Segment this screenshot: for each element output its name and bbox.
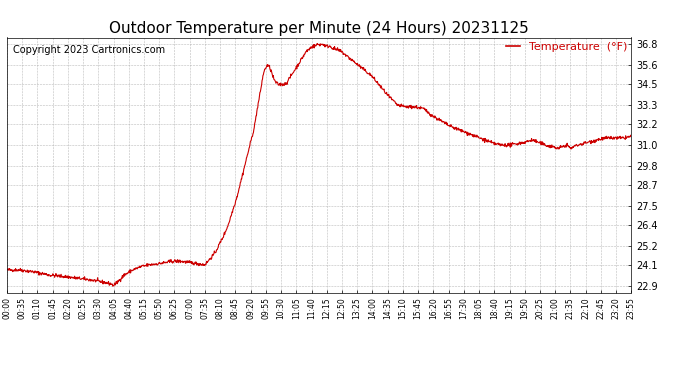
Text: Copyright 2023 Cartronics.com: Copyright 2023 Cartronics.com xyxy=(13,45,166,55)
Title: Outdoor Temperature per Minute (24 Hours) 20231125: Outdoor Temperature per Minute (24 Hours… xyxy=(109,21,529,36)
Legend: Temperature  (°F): Temperature (°F) xyxy=(502,38,631,56)
